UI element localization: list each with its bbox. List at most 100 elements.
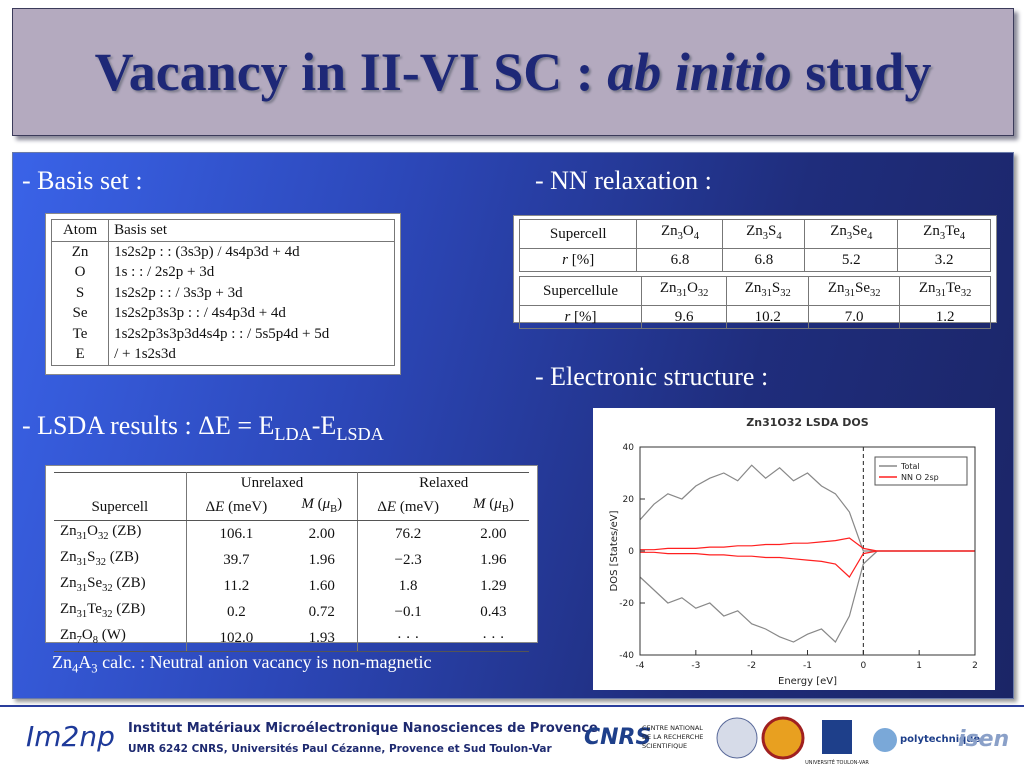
header-cell: Zn3S4	[722, 219, 806, 249]
cnrs-text: SCIENTIFIQUE	[642, 742, 687, 750]
cell: 10.2	[726, 305, 810, 329]
italic-run: M	[473, 496, 486, 512]
subscript: LDA	[274, 424, 312, 445]
text-run: S	[771, 280, 781, 296]
text-run: O	[687, 280, 698, 296]
italic-run: E	[386, 498, 397, 515]
text-run: (	[313, 496, 323, 512]
header-cell: Zn3O4	[636, 219, 724, 249]
cell: Zn31Te32 (ZB)	[54, 599, 187, 625]
subscript: 7	[76, 635, 82, 646]
cell: 1.8	[398, 577, 418, 594]
y-tick-label: -40	[619, 651, 634, 661]
cell: 0.43	[480, 603, 507, 620]
header-cell: Zn3Se4	[804, 219, 899, 249]
cell: 0.72	[286, 599, 359, 625]
text-run: Se	[854, 280, 870, 296]
text-run: Te	[946, 280, 961, 296]
cell: −2.3	[394, 551, 422, 568]
text-run: Zn	[52, 652, 72, 672]
subscript: 4	[693, 231, 699, 242]
text-run: (ZB)	[108, 523, 142, 539]
text-run: Zn	[659, 280, 677, 296]
footer-logo: Im2np	[26, 720, 115, 753]
cell: O	[51, 262, 110, 283]
header-row: Supercell Zn3O4 Zn3S4 Zn3Se4 Zn 3 Te 4	[518, 219, 991, 249]
legend-label: NN O 2sp	[901, 473, 939, 482]
row: E / + 1s2s3d	[51, 344, 395, 365]
cell: 1s2s2p3s3p3d4s4p : : / 5s5p4d + 5d	[114, 325, 330, 342]
text-run: A	[78, 652, 92, 672]
row: S 1s2s2p : : / 3s3p + 3d	[51, 282, 395, 303]
text-run: Zn	[830, 223, 847, 239]
section-label: - LSDA results : ΔE = ELDA-ELSDA	[22, 411, 384, 445]
group-cell: Relaxed	[357, 472, 529, 494]
text-run: Se	[87, 575, 103, 591]
subscript: 8	[92, 635, 99, 646]
italic-run: μ	[322, 496, 331, 512]
text-run: - LSDA results : ΔE = E	[22, 411, 275, 440]
text-run: Zn	[60, 549, 77, 565]
x-tick-label: -1	[803, 661, 812, 671]
subscript: 32	[101, 609, 113, 620]
text-run: )	[508, 496, 514, 512]
title-box: Vacancy in II-VI SC : ab initio study	[12, 8, 1014, 136]
cell: Zn7O8 (W)	[54, 625, 187, 652]
text-run: O	[682, 223, 694, 239]
text-run: O	[81, 627, 93, 643]
cell: 1.60	[286, 573, 359, 599]
text-run: (ZB)	[112, 575, 146, 591]
italic-run: r	[562, 252, 569, 268]
text-run: Zn	[827, 280, 845, 296]
cell: Zn	[51, 241, 110, 262]
header-cell: Supercell	[54, 494, 187, 521]
cell: 1.29	[480, 577, 507, 594]
y-tick-label: 20	[623, 495, 635, 505]
group-row: Unrelaxed Relaxed	[54, 472, 529, 494]
subscript: 32	[869, 288, 881, 299]
cnrs-text: DE LA RECHERCHE	[642, 733, 703, 741]
x-tick-label: -4	[636, 661, 645, 671]
cell: 102.0	[186, 625, 287, 652]
row: Zn7O8 (W) 102.0 1.93 · · · · · ·	[54, 625, 529, 652]
header-cell: Zn31O32	[640, 276, 728, 306]
section-label: - Basis set :	[22, 166, 143, 195]
footer: Im2np Institut Matériaux Microélectroniqu…	[0, 705, 1024, 766]
x-axis-label: Energy [eV]	[778, 676, 837, 687]
subscript: 32	[95, 557, 107, 568]
header-cell: M (μB)	[286, 494, 359, 521]
subscript: 3	[91, 661, 98, 676]
row: Se 1s2s2p3s3p : : / 4s4p3d + 4d	[51, 303, 395, 324]
subscript: 3	[677, 231, 683, 242]
subscript: 3	[762, 231, 769, 242]
header-cell: Supercellule	[519, 276, 642, 306]
text-run: )	[337, 496, 343, 512]
y-tick-label: 40	[623, 443, 635, 453]
header-cell: Supercell	[518, 219, 638, 249]
text-run: (	[485, 496, 495, 512]
toulon-text: UNIVERSITÉ TOULON-VAR	[805, 758, 869, 766]
text-run: Zn	[60, 601, 77, 617]
cell: 1.96	[286, 547, 359, 573]
subscript: 31	[76, 609, 88, 620]
row: Zn 1s2s2p : : (3s3p) / 4s4p3d + 4d	[51, 241, 395, 262]
cell: Te	[51, 323, 110, 344]
text-run: study	[791, 42, 932, 102]
text-run: Te	[945, 223, 960, 239]
header-row: Supercell ΔE (meV) M (μB) ΔE (meV) M (μB)	[54, 494, 529, 521]
nn-table: Supercell Zn3O4 Zn3S4 Zn3Se4 Zn3Te4 r [%] 6.8 6…	[518, 219, 991, 272]
cell: r [%]	[519, 305, 642, 329]
x-tick-label: 0	[860, 661, 866, 671]
header-cell: Zn31S32	[726, 276, 810, 306]
cell: 1.93	[286, 625, 359, 652]
section-label: - Electronic structure :	[535, 362, 769, 391]
legend-label: Total	[900, 462, 920, 471]
text-run: Zn	[60, 523, 77, 539]
cnrs-text: CENTRE NATIONAL	[642, 724, 703, 732]
y-tick-label: 0	[628, 547, 634, 557]
cell: 7.0	[808, 305, 901, 329]
cell: Zn31O32 (ZB)	[54, 520, 187, 547]
subscript: 31	[76, 531, 88, 542]
